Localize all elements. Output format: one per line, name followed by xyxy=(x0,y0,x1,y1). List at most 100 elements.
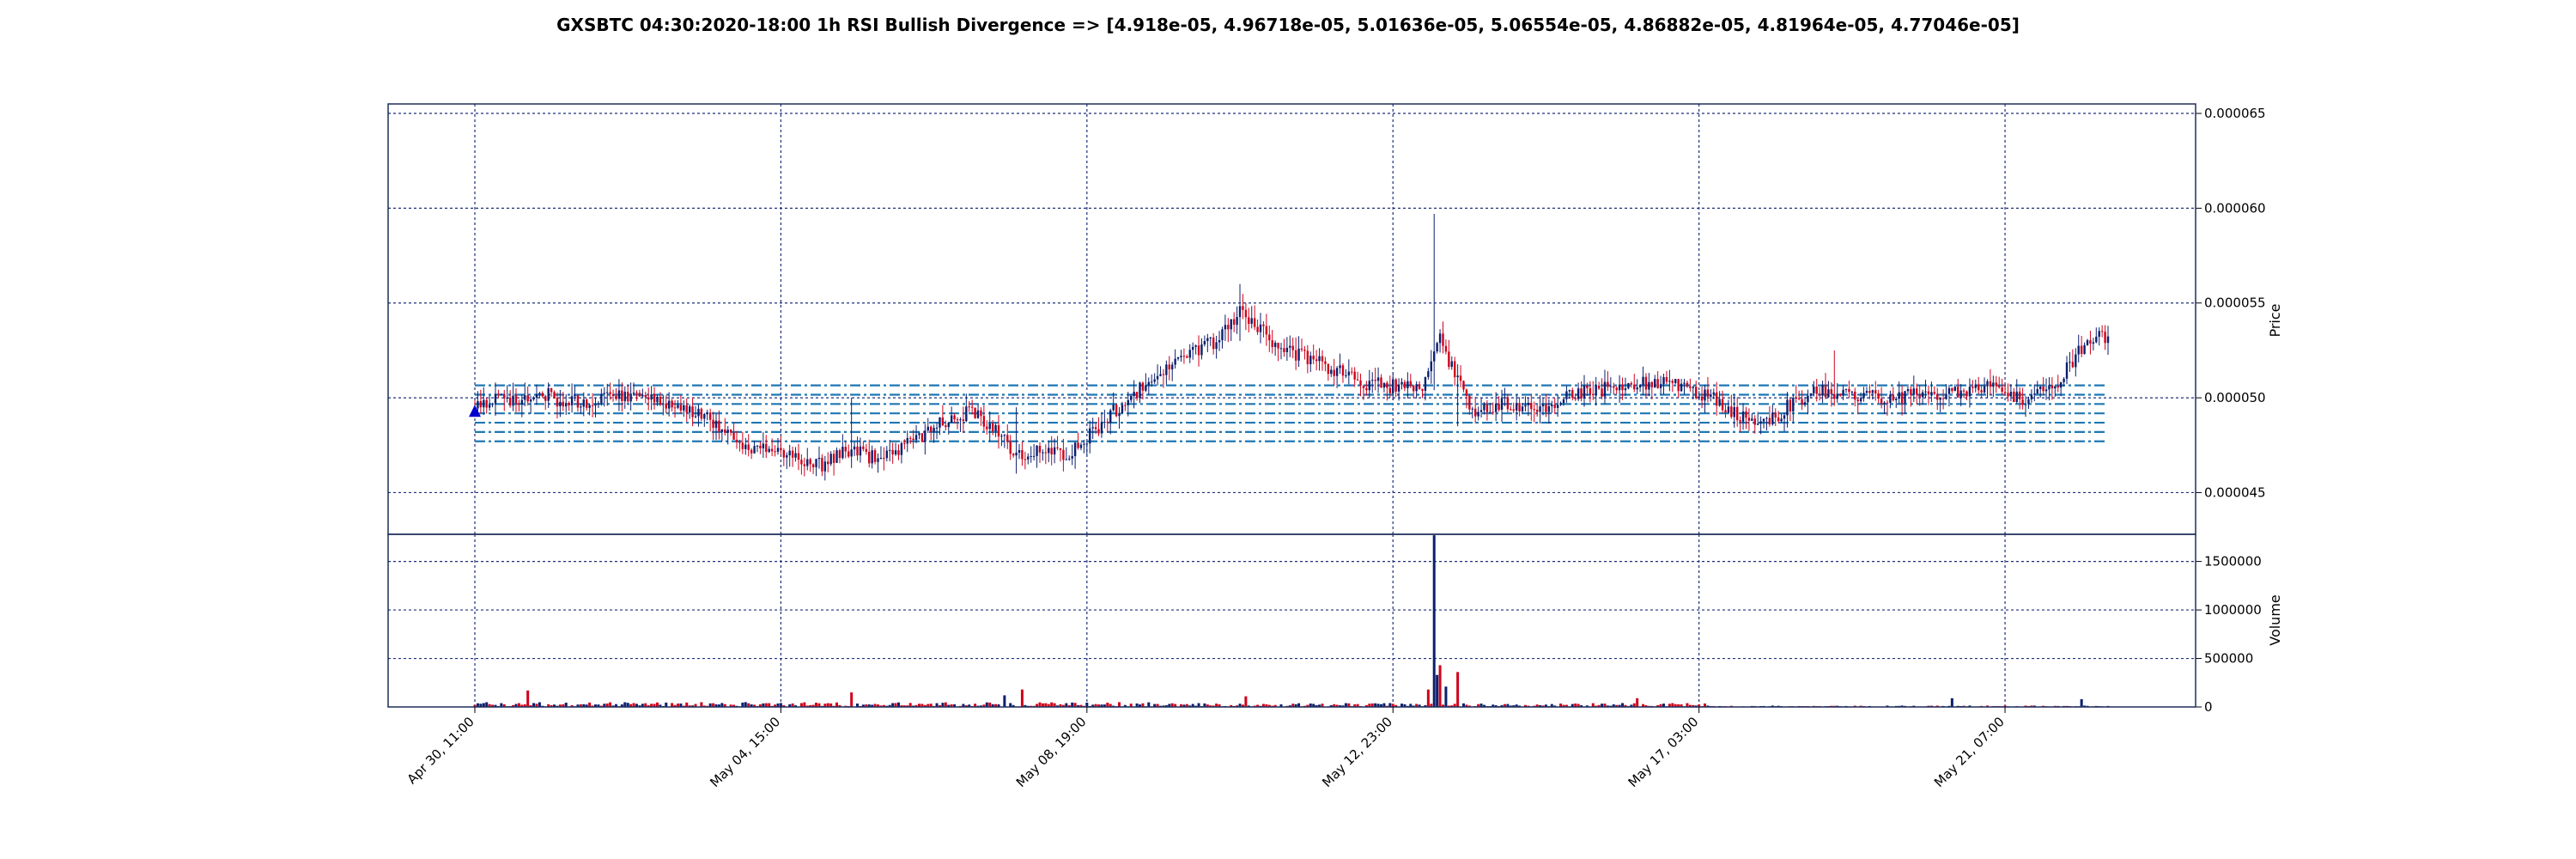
candle-body xyxy=(1751,418,1753,421)
candle-body xyxy=(1815,386,1818,394)
volume-bar xyxy=(877,704,880,707)
volume-bar xyxy=(1630,704,1633,707)
volume-bar xyxy=(1061,704,1065,707)
candle-body xyxy=(518,403,520,405)
candle-body xyxy=(629,393,632,402)
volume-bar xyxy=(570,704,574,707)
candle-body xyxy=(879,458,883,460)
candle-body xyxy=(806,459,809,466)
volume-bar xyxy=(473,704,477,707)
candle-body xyxy=(671,400,673,408)
candle-body xyxy=(1524,405,1527,407)
volume-bar xyxy=(1453,704,1456,707)
candle-body xyxy=(1571,390,1574,399)
candle-body xyxy=(1186,356,1188,358)
volume-bar xyxy=(1591,703,1595,707)
candle-body xyxy=(1978,384,1980,391)
candle-body xyxy=(1712,392,1715,395)
candle-body xyxy=(1553,405,1556,408)
candle-body xyxy=(947,422,950,428)
candle-body xyxy=(1912,388,1916,395)
volume-bar xyxy=(997,704,1000,707)
candle-body xyxy=(1498,403,1500,411)
volume-bar xyxy=(1985,705,1989,707)
x-tick-label: May 17, 03:00 xyxy=(1625,714,1702,790)
candle-body xyxy=(817,457,821,460)
candle-body xyxy=(720,429,724,432)
candle-body xyxy=(724,429,726,433)
volume-bar xyxy=(1559,704,1563,707)
candle-body xyxy=(665,403,667,409)
volume-bar xyxy=(1544,704,1547,707)
candle-body xyxy=(609,392,611,394)
volume-bar xyxy=(623,702,627,707)
candle-body xyxy=(1321,356,1324,362)
volume-bar xyxy=(1388,703,1392,707)
volume-bar xyxy=(2030,705,2033,707)
candle-body xyxy=(1359,380,1362,386)
candle-body xyxy=(477,400,479,409)
candle-body xyxy=(988,423,991,430)
candle-body xyxy=(1489,411,1492,413)
volume-bar xyxy=(1601,704,1604,707)
candle-body xyxy=(791,450,794,458)
volume-bar xyxy=(923,704,927,707)
volume-bar xyxy=(994,704,998,707)
volume-bar xyxy=(1430,704,1433,707)
candle-body xyxy=(597,403,600,405)
candle-body xyxy=(547,387,550,401)
volume-bar xyxy=(1059,704,1062,707)
candle-body xyxy=(1218,340,1221,343)
volume-bar xyxy=(1335,704,1339,707)
candle-body xyxy=(1759,421,1762,424)
volume-bar xyxy=(1079,704,1083,707)
price-tick-label: 0.000065 xyxy=(2204,106,2266,121)
candle-body xyxy=(1180,356,1182,357)
volume-bar xyxy=(614,704,617,707)
candle-body xyxy=(1797,398,1801,399)
volume-bar xyxy=(476,703,479,707)
candle-body xyxy=(1283,348,1285,352)
volume-bar xyxy=(805,705,809,707)
candle-body xyxy=(550,387,553,393)
candle-body xyxy=(1268,334,1271,341)
candle-body xyxy=(1156,375,1159,380)
volume-bar xyxy=(626,703,629,707)
volume-bar xyxy=(1515,704,1518,707)
volume-bar xyxy=(991,704,994,707)
volume-bar xyxy=(1418,704,1421,707)
volume-bar xyxy=(776,703,780,707)
candle-body xyxy=(2104,332,2106,344)
candle-body xyxy=(1633,384,1636,390)
candle-body xyxy=(1795,397,1797,399)
price-tick-label: 0.000045 xyxy=(2204,484,2266,500)
candle-body xyxy=(1339,365,1341,369)
candle-body xyxy=(703,413,706,419)
candle-body xyxy=(762,443,765,448)
candle-body xyxy=(1256,326,1259,332)
candle-body xyxy=(929,426,933,432)
candle-body xyxy=(756,445,759,447)
candle-body xyxy=(1924,391,1927,393)
candle-body xyxy=(1650,381,1654,387)
volume-bar xyxy=(514,704,518,707)
candle-body xyxy=(1224,325,1227,330)
volume-bar xyxy=(1376,704,1380,707)
volume-bar xyxy=(644,703,647,707)
candle-body xyxy=(700,408,703,419)
candle-body xyxy=(883,458,885,460)
candle-body xyxy=(2013,391,2015,402)
candle-body xyxy=(1721,399,1724,411)
candle-body xyxy=(2057,386,2059,388)
volume-bar xyxy=(861,704,865,707)
candle-body xyxy=(697,408,700,417)
candle-body xyxy=(506,397,508,399)
volume-bar xyxy=(906,705,909,707)
candle-body xyxy=(673,407,677,409)
chart-title: GXSBTC 04:30:2020-18:00 1h RSI Bullish D… xyxy=(556,15,2020,35)
volume-bar xyxy=(1265,704,1268,707)
candle-body xyxy=(1618,384,1621,391)
candle-body xyxy=(1595,385,1597,396)
candle-body xyxy=(1365,387,1368,391)
candle-body xyxy=(1394,379,1397,392)
